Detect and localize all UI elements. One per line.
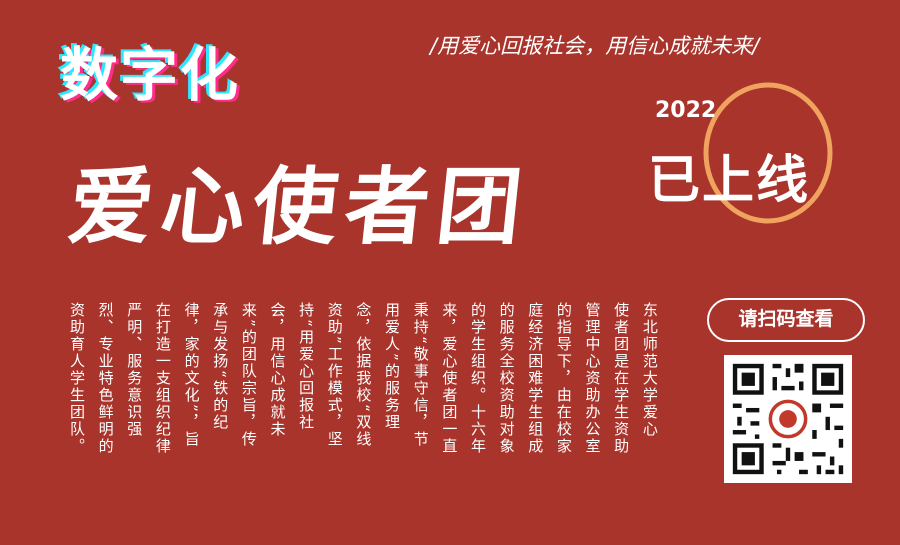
intro-column: 律，家的文化”，旨 <box>182 302 201 448</box>
intro-column: 烈、专业特色鲜明的 <box>96 302 115 455</box>
intro-column: 的服务全校资助对象 <box>497 302 516 455</box>
online-label: 已上线 <box>648 151 811 211</box>
intro-column: 的指导下，由在校家 <box>554 302 573 455</box>
digital-heading: 数字化 <box>60 41 241 109</box>
qr-code-icon <box>724 355 852 483</box>
intro-column: 管理中心资助办公室 <box>583 302 602 455</box>
intro-text: 东北师范大学爱心 使者团是在学生资助 管理中心资助办公室 的指导下，由在校家 庭… <box>66 302 661 502</box>
intro-column: 庭经济困难学生组成 <box>526 302 545 455</box>
intro-column: 念，依据我校“双线 <box>354 302 373 448</box>
intro-column: 来”的团队宗旨，传 <box>239 302 258 448</box>
intro-column: 秉持“敬事守信，节 <box>411 302 430 448</box>
intro-column: 资助育人学生团队。 <box>68 302 86 455</box>
intro-column: 东北师范大学爱心 <box>640 302 659 438</box>
slogan: /用爱心回报社会，用信心成就未来/ <box>430 34 760 58</box>
year-label: 2022 <box>655 98 717 123</box>
intro-column: 严明、服务意识强 <box>125 302 144 438</box>
intro-column: 的学生组织。十六年 <box>468 302 487 455</box>
intro-column: 会，用信心成就未 <box>268 302 287 438</box>
intro-column: 承与发扬“铁的纪 <box>211 302 230 431</box>
intro-column: 持“用爱心回报社 <box>297 302 316 431</box>
intro-column: 在打造一支组织纪律 <box>153 302 172 455</box>
intro-column: 来，爱心使者团一直 <box>440 302 459 455</box>
highlight-ring-icon <box>703 82 833 224</box>
qr-code[interactable] <box>724 355 852 483</box>
intro-column: 使者团是在学生资助 <box>612 302 631 455</box>
intro-column: 资助”工作模式，坚 <box>325 302 344 448</box>
scan-button[interactable]: 请扫码查看 <box>707 298 865 342</box>
intro-column: 用爱人”的服务理 <box>383 302 402 431</box>
main-title: 爱心使者团 <box>64 157 535 256</box>
